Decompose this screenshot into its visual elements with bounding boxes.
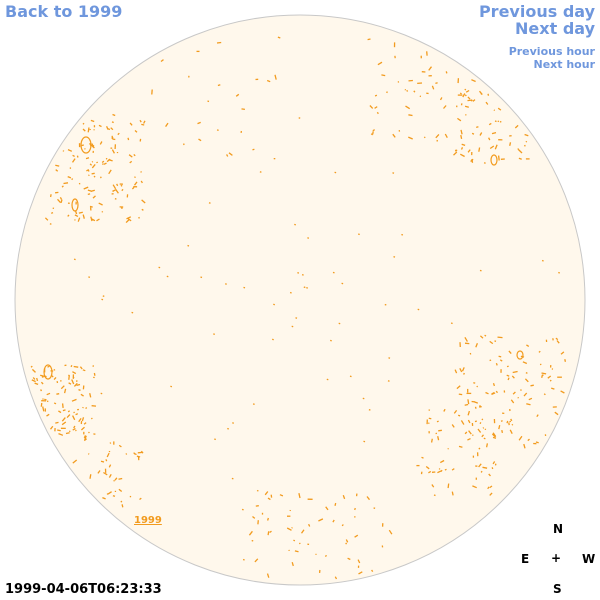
compass-south: S	[553, 582, 562, 596]
next-day-link[interactable]: Next day	[515, 19, 595, 38]
previous-hour-link[interactable]: Previous hour	[508, 45, 595, 58]
solar-disk	[14, 14, 586, 586]
magnetic-contours	[30, 36, 567, 580]
compass-north: N	[553, 522, 564, 536]
year-link[interactable]: 1999	[134, 515, 162, 526]
observation-timestamp: 1999-04-06T06:23:33	[5, 582, 162, 597]
compass-east: E	[521, 552, 530, 566]
next-hour-link[interactable]: Next hour	[533, 58, 596, 71]
back-to-1999-link[interactable]: Back to 1999	[5, 2, 123, 21]
previous-day-link[interactable]: Previous day	[478, 2, 595, 21]
compass-west: W	[582, 552, 596, 566]
compass-center: +	[551, 551, 562, 565]
